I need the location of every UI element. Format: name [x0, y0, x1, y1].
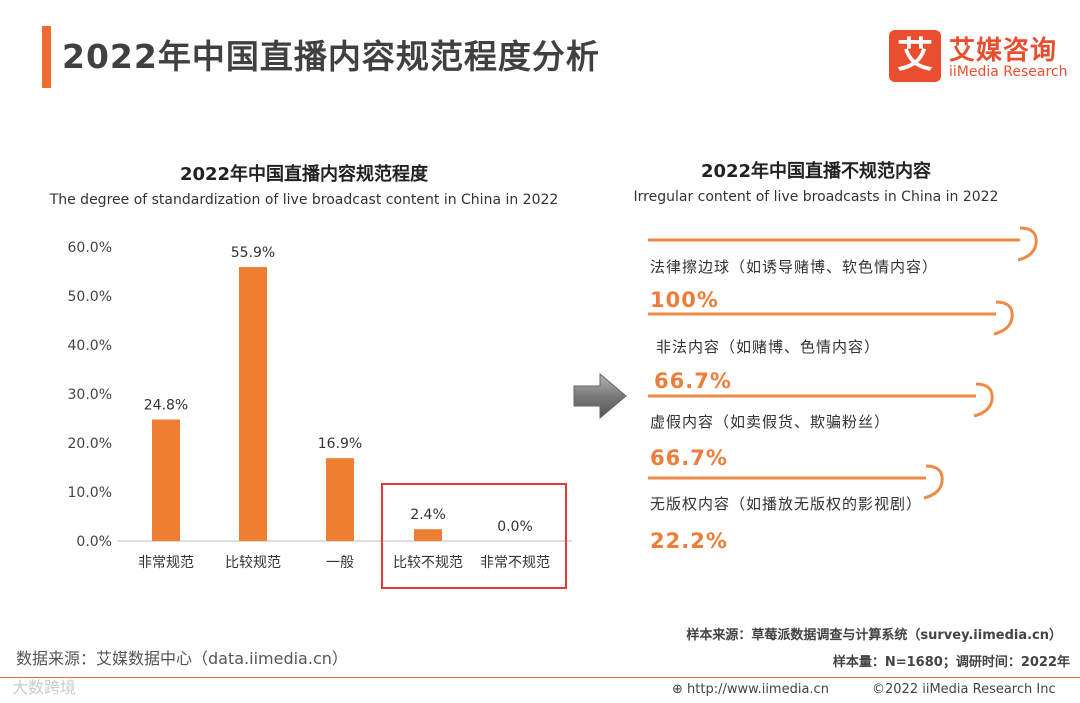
- y-tick-label: 50.0%: [68, 289, 112, 305]
- category-label: 非常不规范: [480, 554, 550, 571]
- y-tick-label: 40.0%: [68, 338, 112, 354]
- bars: [152, 267, 442, 541]
- bar: [326, 458, 354, 541]
- category-labels: 非常规范 比较规范 一般 比较不规范 非常不规范: [138, 554, 550, 571]
- irregular-item-label-2: 非法内容（如赌博、色情内容）: [656, 338, 881, 356]
- logo-chinese-name: 艾媒咨询: [949, 36, 1058, 66]
- irregular-item-value-1: 100%: [650, 288, 719, 312]
- page-title: 2022年中国直播内容规范程度分析: [62, 37, 600, 76]
- bar-value-label: 2.4%: [410, 507, 446, 523]
- iimedia-logo: 艾 艾媒咨询 iiMedia Research: [889, 30, 1069, 84]
- bar-value-label: 0.0%: [497, 519, 533, 535]
- flow-arrow-3: [648, 382, 994, 418]
- footer-copyright: ©2022 iiMedia Research Inc: [872, 682, 1056, 697]
- bar: [414, 529, 442, 541]
- category-label: 非常规范: [138, 554, 194, 571]
- bar: [239, 267, 267, 541]
- irregular-item-value-3: 66.7%: [650, 446, 728, 470]
- flow-arrow-1: [648, 226, 1038, 262]
- right-panel-title: 2022年中国直播不规范内容: [700, 161, 932, 182]
- category-label: 比较规范: [225, 554, 281, 571]
- bar-value-label: 55.9%: [231, 245, 275, 261]
- y-tick-label: 10.0%: [68, 485, 112, 501]
- irregular-item-value-2: 66.7%: [654, 369, 732, 393]
- left-chart-subtitle: The degree of standardization of live br…: [49, 192, 559, 208]
- irregular-item-label-3: 虚假内容（如卖假货、欺骗粉丝）: [650, 413, 891, 431]
- footer-divider: [0, 677, 1080, 678]
- flow-arrow-2: [648, 300, 1014, 336]
- category-label: 一般: [326, 555, 354, 571]
- y-tick-label: 0.0%: [76, 534, 112, 550]
- footer-url[interactable]: ⊕ http://www.iimedia.cn: [672, 682, 829, 697]
- irregular-item-value-4: 22.2%: [650, 529, 728, 553]
- footer-url-text[interactable]: http://www.iimedia.cn: [687, 682, 829, 697]
- y-tick-label: 60.0%: [68, 240, 112, 256]
- globe-icon: ⊕: [672, 682, 683, 697]
- data-source: 数据来源：艾媒数据中心（data.iimedia.cn）: [16, 649, 348, 668]
- right-arrow-icon: [573, 372, 627, 420]
- right-panel-subtitle: Irregular content of live broadcasts in …: [633, 189, 999, 205]
- bar: [152, 419, 180, 541]
- irregular-item-label-1: 法律擦边球（如诱导赌博、软色情内容）: [650, 258, 939, 276]
- bar-value-label: 24.8%: [144, 397, 188, 413]
- bar-value-label: 16.9%: [318, 436, 362, 452]
- sample-size: 样本量：N=1680；调研时间：2022年: [832, 655, 1070, 670]
- irregular-item-label-4: 无版权内容（如播放无版权的影视剧）: [650, 495, 923, 513]
- title-accent-bar: [42, 26, 51, 88]
- logo-english-name: iiMedia Research: [949, 64, 1068, 80]
- y-tick-label: 20.0%: [68, 436, 112, 452]
- flow-arrow-4: [648, 464, 944, 500]
- sample-source: 样本来源：草莓派数据调查与计算系统（survey.iimedia.cn）: [686, 628, 1062, 643]
- highlight-box: [381, 483, 567, 589]
- bar-chart: 0.0% 10.0% 20.0% 30.0% 40.0% 50.0% 60.0% 24.8%…: [68, 240, 572, 589]
- left-chart-title: 2022年中国直播内容规范程度: [179, 164, 429, 185]
- category-label: 比较不规范: [393, 554, 463, 571]
- logo-mark-icon: 艾: [889, 30, 941, 82]
- value-labels: 24.8% 55.9% 16.9% 2.4% 0.0%: [144, 245, 533, 535]
- y-tick-label: 30.0%: [68, 387, 112, 403]
- y-axis-ticks: 0.0% 10.0% 20.0% 30.0% 40.0% 50.0% 60.0%: [68, 240, 112, 550]
- watermark: 大数跨境: [12, 678, 77, 697]
